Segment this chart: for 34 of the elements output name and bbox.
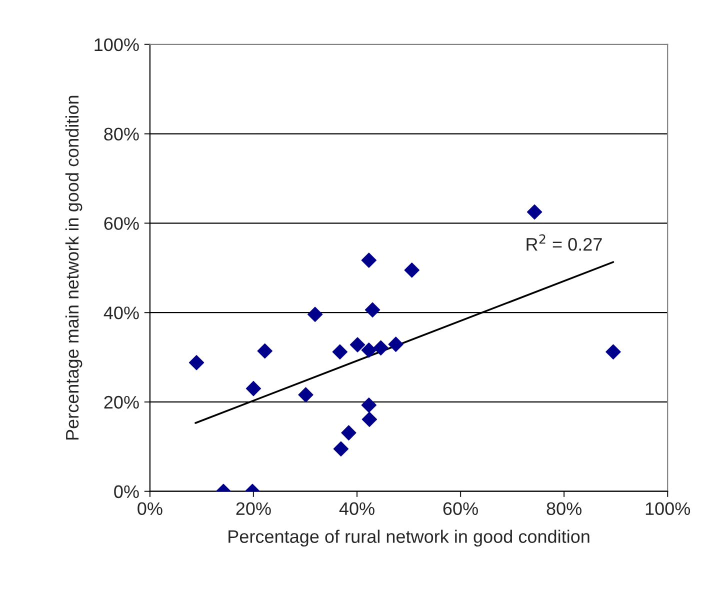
annotation: R$^{2}$ = 0.27 (526, 234, 602, 251)
point (341, 425, 356, 440)
x-tick-label: 20% (236, 502, 271, 516)
point (361, 252, 377, 268)
point (188, 355, 204, 370)
point (606, 344, 621, 360)
y-axis-title: Percentage main network in good condition (65, 96, 82, 440)
point (362, 412, 378, 428)
y-tick-label: 60% (104, 217, 139, 230)
y-tick-label: 20% (104, 396, 139, 409)
point (333, 441, 349, 457)
x-axis-title: Percentage of rural network in good condition (228, 530, 590, 547)
point (373, 340, 388, 356)
point (246, 380, 262, 396)
y-tick-label: 100% (94, 38, 139, 52)
x-tick-label: 40% (339, 502, 374, 516)
point (361, 397, 377, 413)
point (332, 344, 348, 360)
x-tick-label: 0% (138, 502, 162, 516)
x-tick-label: 100% (646, 502, 690, 516)
y-tick-label: 80% (104, 128, 139, 141)
point (526, 204, 542, 220)
y-tick-label: 0% (114, 485, 139, 498)
point (350, 337, 366, 352)
y-tick-label: 40% (104, 306, 139, 320)
point (388, 336, 404, 352)
point (307, 306, 323, 322)
point (257, 343, 272, 359)
point (361, 342, 377, 358)
point (298, 387, 314, 402)
x-tick-label: 80% (546, 502, 582, 516)
point (364, 302, 380, 318)
point (404, 262, 420, 278)
x-tick-label: 60% (443, 502, 478, 516)
